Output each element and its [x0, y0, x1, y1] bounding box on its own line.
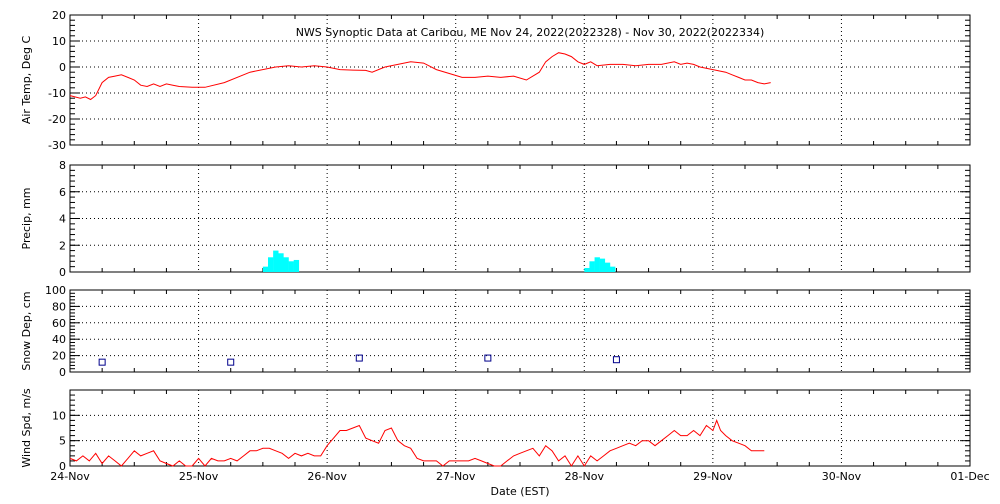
precip-bar [283, 257, 289, 272]
snow-depth-point [98, 358, 106, 366]
snow-depth-point [355, 354, 363, 362]
precip-bar [594, 257, 600, 272]
precip-bar [599, 258, 606, 272]
y-tick-label: 10 [52, 35, 66, 48]
precip-bar [584, 267, 590, 272]
y-tick-label: 20 [52, 9, 66, 22]
y-tick-label: 6 [59, 186, 66, 199]
panel-frame [69, 389, 971, 467]
y-tick-label: -20 [48, 113, 66, 126]
y-tick-label: 2 [59, 239, 66, 252]
y-tick-label: 20 [52, 350, 66, 363]
x-tick-label: 30-Nov [822, 470, 862, 483]
y-tick-label: 0 [59, 460, 66, 473]
x-tick-label: 27-Nov [436, 470, 476, 483]
precip-bar [604, 262, 611, 272]
y-tick-label: 0 [59, 366, 66, 379]
y-tick-label: 8 [59, 159, 66, 172]
precip-bar [610, 266, 616, 272]
precip-bar [262, 266, 269, 272]
snow-depth-point [612, 356, 620, 364]
y-axis-label: Precip, mm [20, 188, 33, 250]
y-tick-label: 10 [52, 409, 66, 422]
x-tick-label: 01-Dec [950, 470, 989, 483]
precip-bar [268, 257, 274, 272]
chart-title: NWS Synoptic Data at Caribou, ME Nov 24,… [296, 26, 765, 39]
x-tick-label: 24-Nov [50, 470, 90, 483]
precip-bar [273, 250, 279, 272]
y-tick-label: 0 [59, 266, 66, 279]
y-tick-label: 80 [52, 300, 66, 313]
precip-bar [288, 261, 294, 272]
y-axis-label: Snow Dep, cm [20, 291, 33, 370]
x-tick-label: 29-Nov [693, 470, 733, 483]
wind-speed-series-line [69, 418, 765, 467]
panel-frame [69, 289, 971, 373]
precip-bar [278, 253, 284, 272]
x-tick-label: 28-Nov [565, 470, 605, 483]
precip-bar [589, 261, 595, 272]
y-tick-label: -30 [48, 139, 66, 152]
y-axis-label: Air Temp, Deg C [20, 36, 33, 125]
x-axis-label: Date (EST) [490, 485, 549, 498]
y-tick-label: 0 [59, 61, 66, 74]
y-axis-label: Wind Spd, m/s [20, 388, 33, 468]
y-tick-label: 4 [59, 213, 66, 226]
y-tick-label: 5 [59, 435, 66, 448]
y-tick-label: -10 [48, 87, 66, 100]
y-tick-label: 60 [52, 317, 66, 330]
air-temp-series-line [69, 52, 771, 101]
y-tick-label: 100 [45, 284, 66, 297]
snow-depth-point [484, 354, 492, 362]
x-tick-label: 26-Nov [307, 470, 347, 483]
precip-bar [293, 259, 300, 272]
snow-depth-point [227, 358, 235, 366]
x-tick-label: 25-Nov [179, 470, 219, 483]
y-tick-label: 40 [52, 333, 66, 346]
